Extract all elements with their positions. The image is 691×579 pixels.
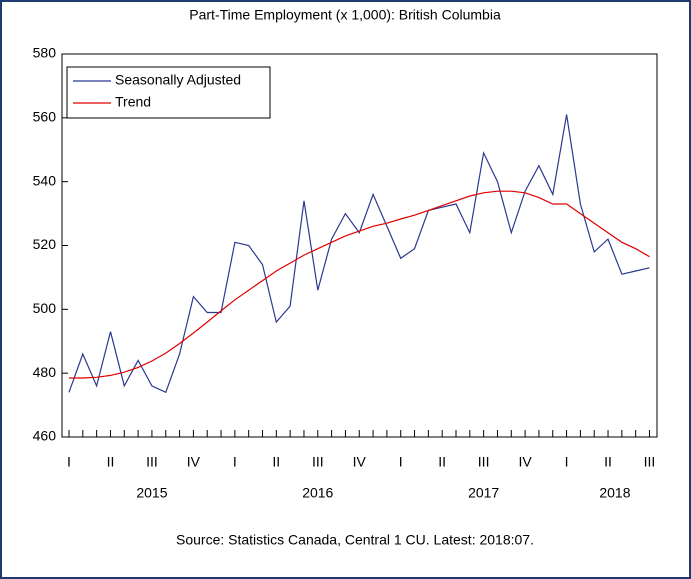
legend-box <box>66 66 271 119</box>
series-line <box>68 114 650 394</box>
x-tick-label: I <box>233 454 237 470</box>
x-tick-label: I <box>67 454 71 470</box>
x-tick-label: III <box>312 454 324 470</box>
year-label: 2018 <box>599 485 630 501</box>
y-tick-label: 560 <box>33 109 57 125</box>
y-tick-label: 580 <box>33 45 57 61</box>
x-tick-label: IV <box>187 454 201 470</box>
x-tick-label: III <box>146 454 158 470</box>
year-label: 2017 <box>468 485 499 501</box>
x-tick-label: III <box>478 454 490 470</box>
source-note: Source: Statistics Canada, Central 1 CU.… <box>176 532 534 548</box>
x-tick-label: II <box>438 454 446 470</box>
legend-label: Seasonally Adjusted <box>115 72 241 88</box>
y-tick-label: 540 <box>33 172 57 188</box>
x-tick-label: I <box>565 454 569 470</box>
chart-title: Part-Time Employment (x 1,000): British … <box>189 7 501 23</box>
y-tick-label: 500 <box>33 300 57 316</box>
y-tick-label: 480 <box>33 364 57 380</box>
x-tick-label: III <box>644 454 656 470</box>
y-tick-label: 520 <box>33 236 57 252</box>
x-tick-label: IV <box>353 454 367 470</box>
series-line <box>69 190 650 379</box>
y-tick-label: 460 <box>33 428 57 444</box>
legend-label: Trend <box>115 94 151 110</box>
x-tick-label: II <box>604 454 612 470</box>
x-tick-label: II <box>107 454 115 470</box>
x-tick-label: II <box>272 454 280 470</box>
x-tick-label: I <box>399 454 403 470</box>
year-label: 2015 <box>136 485 167 501</box>
x-tick-label: IV <box>518 454 532 470</box>
year-label: 2016 <box>302 485 333 501</box>
